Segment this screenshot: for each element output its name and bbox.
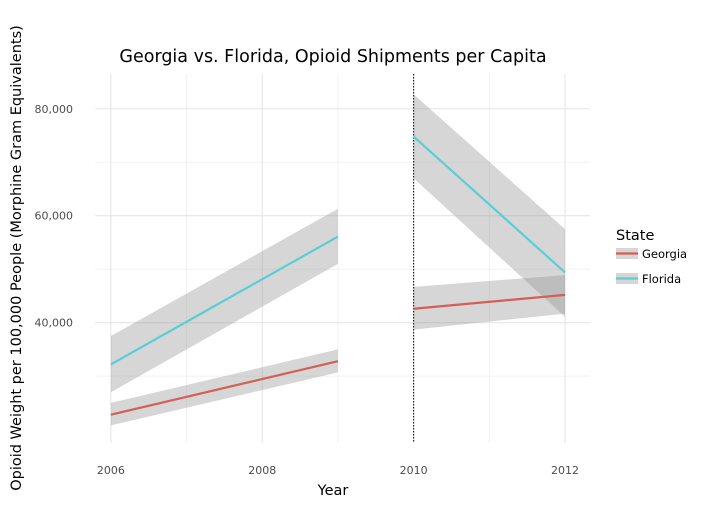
x-axis-title: Year (317, 483, 349, 499)
x-tick-label: 2008 (248, 464, 276, 477)
y-tick-label: 60,000 (35, 210, 74, 223)
y-tick-label: 80,000 (35, 103, 74, 116)
legend: State Georgia Florida (616, 228, 687, 286)
legend-key-georgia (616, 248, 638, 259)
legend-label-florida: Florida (642, 272, 681, 286)
series-line-florida (110, 235, 339, 366)
legend-label-georgia: Georgia (642, 247, 687, 261)
series-lines (110, 135, 566, 416)
x-tick-label: 2006 (97, 464, 125, 477)
y-tick-labels: 40,000 60,000 80,000 (35, 103, 74, 330)
x-tick-labels: 2006 2008 2010 2012 (97, 464, 579, 477)
y-axis-title: Opioid Weight per 100,000 People (Morphi… (9, 25, 25, 491)
legend-title: State (616, 228, 654, 244)
x-tick-label: 2010 (400, 464, 428, 477)
series-line-georgia (413, 293, 566, 310)
y-tick-label: 40,000 (35, 317, 74, 330)
chart-title: Georgia vs. Florida, Opioid Shipments pe… (119, 47, 546, 67)
series-line-georgia (110, 360, 339, 416)
legend-key-florida (616, 273, 638, 284)
x-tick-label: 2012 (551, 464, 579, 477)
grid (95, 74, 590, 443)
series-line-florida (412, 135, 566, 274)
